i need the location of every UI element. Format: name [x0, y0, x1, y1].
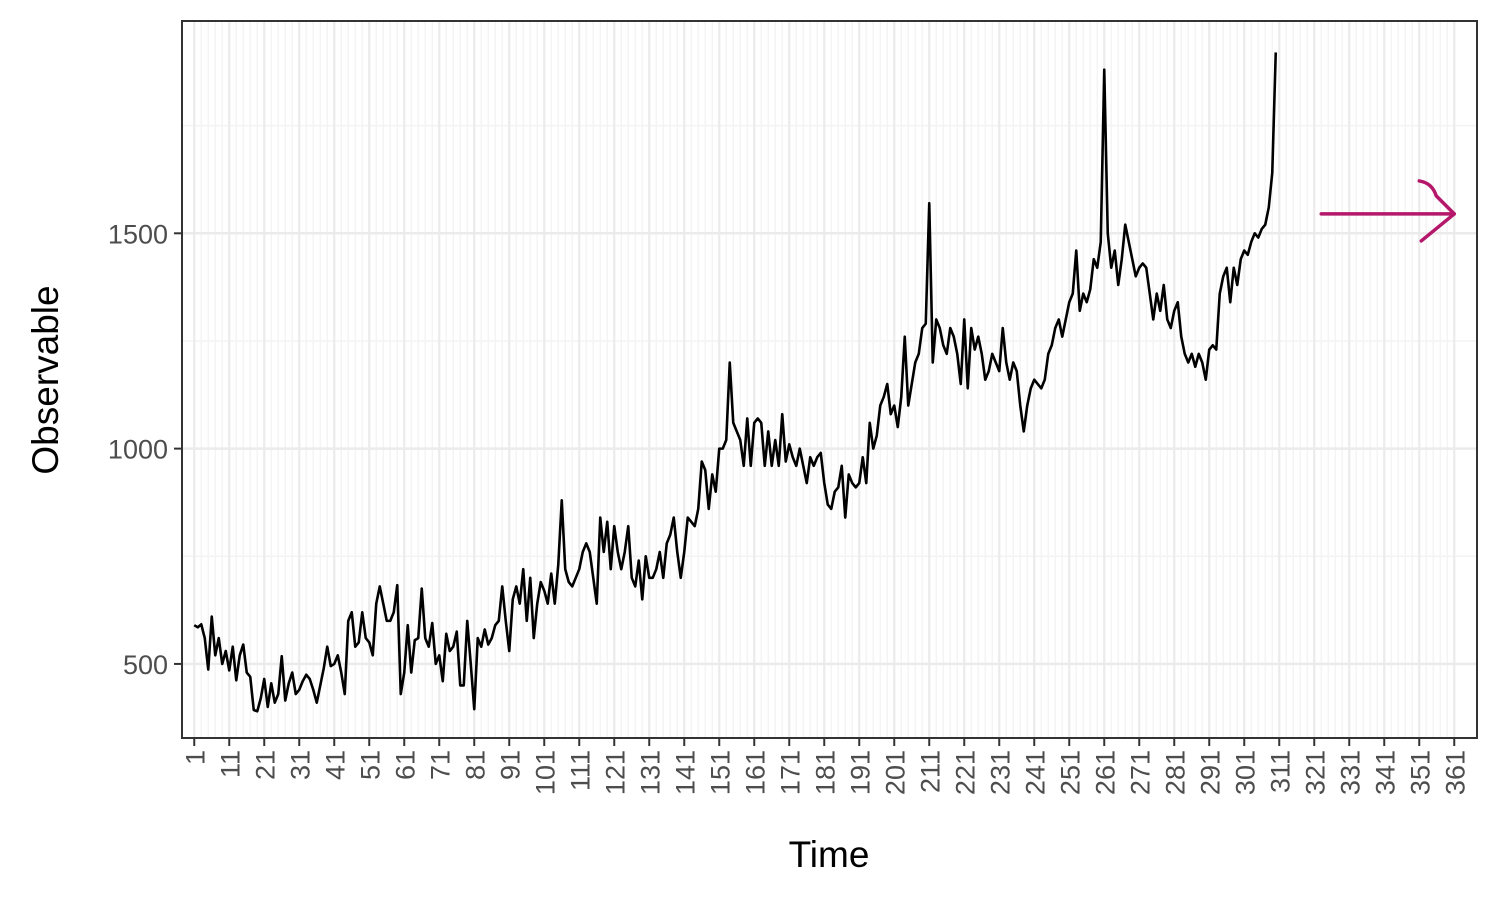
arrow-head [1417, 179, 1456, 243]
series-layer [193, 52, 1278, 713]
x-tick-label: 341 [1370, 750, 1400, 795]
x-tick-label: 141 [670, 750, 700, 795]
x-tick-label: 161 [740, 750, 770, 795]
x-tick-label: 1 [180, 750, 210, 765]
x-tick-label: 51 [355, 750, 385, 780]
x-tick-label: 271 [1125, 750, 1155, 795]
x-tick-label: 241 [1020, 750, 1050, 795]
x-tick-label: 291 [1195, 750, 1225, 795]
x-tick-label: 61 [390, 750, 420, 780]
annotation-layer [1319, 179, 1456, 243]
x-tick-label: 31 [285, 750, 315, 780]
y-tick-label: 1000 [108, 435, 168, 465]
x-tick-label: 281 [1160, 750, 1190, 795]
x-tick-label: 41 [320, 750, 350, 780]
x-tick-label: 251 [1055, 750, 1085, 795]
x-tick-label: 71 [425, 750, 455, 780]
x-tick-label: 231 [985, 750, 1015, 795]
x-axis: 1 11 21 31 41 51 61 71 81 91 101 111 121 131 141 151 161… [180, 738, 1470, 795]
x-tick-label: 21 [250, 750, 280, 780]
y-tick-label: 1500 [108, 219, 168, 249]
x-tick-label: 261 [1090, 750, 1120, 795]
x-tick-label: 321 [1300, 750, 1330, 795]
series-line [193, 52, 1278, 713]
x-tick-label: 131 [635, 750, 665, 795]
x-tick-label: 81 [460, 750, 490, 780]
x-tick-label: 311 [1265, 750, 1295, 793]
x-tick-label: 201 [880, 750, 910, 795]
x-tick-label: 171 [775, 750, 805, 795]
x-tick-label: 181 [810, 750, 840, 795]
y-axis-title: Observable [25, 285, 66, 474]
x-tick-label: 111 [565, 750, 595, 791]
x-tick-label: 191 [845, 750, 875, 795]
x-tick-label: 361 [1440, 750, 1470, 795]
x-axis-title: Time [789, 834, 870, 875]
x-tick-label: 11 [215, 750, 245, 778]
y-tick-label: 500 [123, 650, 168, 680]
x-tick-label: 211 [915, 750, 945, 793]
x-tick-label: 221 [950, 750, 980, 795]
x-tick-label: 151 [705, 750, 735, 795]
panel-border [181, 20, 1478, 739]
x-tick-label: 351 [1405, 750, 1435, 795]
x-tick-label: 301 [1230, 750, 1260, 795]
forecast-arrow [1319, 179, 1456, 243]
y-axis: 500 1000 1500 [108, 219, 182, 680]
x-tick-label: 331 [1335, 750, 1365, 795]
x-tick-label: 121 [600, 750, 630, 795]
x-tick-label: 91 [495, 750, 525, 780]
x-tick-label: 101 [530, 750, 560, 795]
